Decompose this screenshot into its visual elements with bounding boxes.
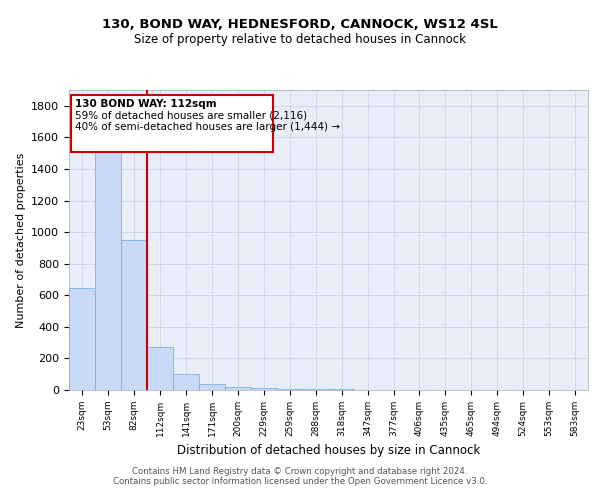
Text: Contains public sector information licensed under the Open Government Licence v3: Contains public sector information licen… [113, 477, 487, 486]
Y-axis label: Number of detached properties: Number of detached properties [16, 152, 26, 328]
Bar [302, 389, 329, 390]
Bar [173, 374, 199, 390]
Bar [277, 388, 302, 390]
Text: Size of property relative to detached houses in Cannock: Size of property relative to detached ho… [134, 32, 466, 46]
Text: 59% of detached houses are smaller (2,116): 59% of detached houses are smaller (2,11… [75, 110, 307, 120]
Bar [95, 149, 121, 390]
X-axis label: Distribution of detached houses by size in Cannock: Distribution of detached houses by size … [177, 444, 480, 458]
Bar [225, 387, 251, 390]
Text: 130 BOND WAY: 112sqm: 130 BOND WAY: 112sqm [75, 100, 217, 110]
Bar [251, 388, 277, 390]
Bar [148, 348, 173, 390]
Text: 130, BOND WAY, HEDNESFORD, CANNOCK, WS12 4SL: 130, BOND WAY, HEDNESFORD, CANNOCK, WS12… [102, 18, 498, 30]
Text: 40% of semi-detached houses are larger (1,444) →: 40% of semi-detached houses are larger (… [75, 122, 340, 132]
Bar [69, 288, 95, 390]
Bar [199, 384, 225, 390]
Bar [71, 94, 274, 152]
Bar [121, 240, 148, 390]
Text: Contains HM Land Registry data © Crown copyright and database right 2024.: Contains HM Land Registry data © Crown c… [132, 467, 468, 476]
